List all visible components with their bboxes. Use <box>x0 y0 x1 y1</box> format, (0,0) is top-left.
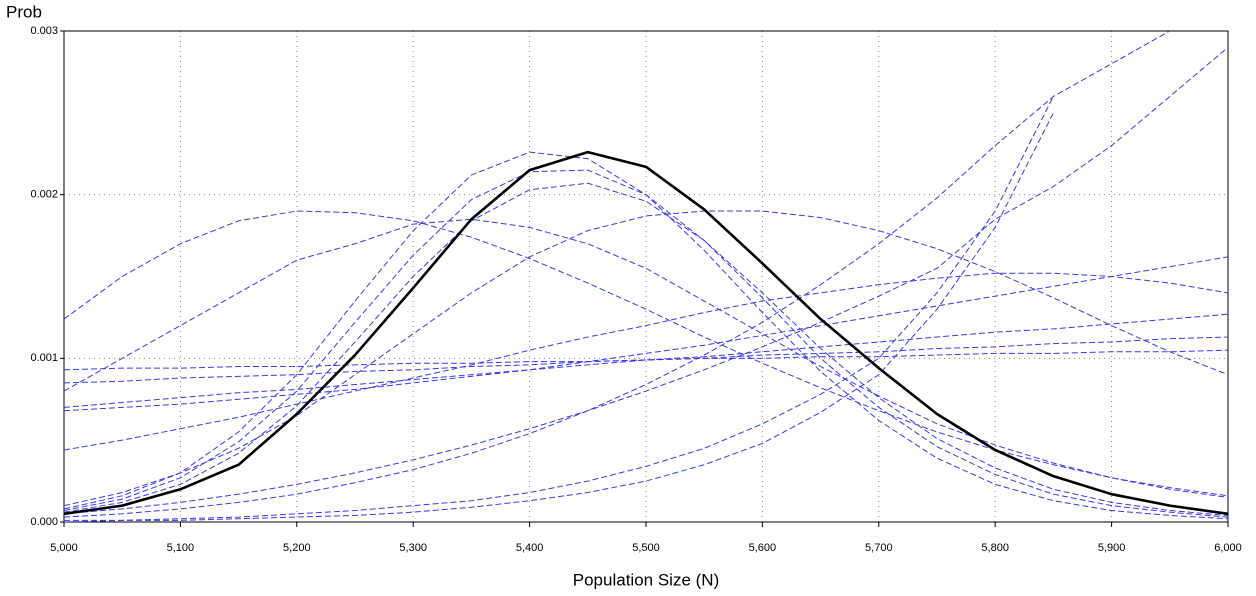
series-line <box>64 150 1228 516</box>
x-tick-label: 5,500 <box>632 542 660 554</box>
x-tick-label: 5,200 <box>283 542 311 554</box>
y-tick-label: 0.003 <box>30 25 58 37</box>
x-tick-label: 6,000 <box>1214 542 1242 554</box>
x-tick-label: 5,700 <box>865 542 893 554</box>
x-tick-label: 5,000 <box>50 542 78 554</box>
plot-area <box>64 31 1228 522</box>
series-line <box>64 96 1054 521</box>
y-tick-label: 0.001 <box>30 352 58 364</box>
series-line <box>64 112 1054 522</box>
series-line <box>64 272 1228 451</box>
x-tick-label: 5,800 <box>981 542 1009 554</box>
series-line <box>64 313 1228 408</box>
x-tick-label: 5,400 <box>516 542 544 554</box>
x-tick-label: 5,300 <box>399 542 427 554</box>
y-axis-label: Prob <box>6 2 42 21</box>
x-axis-label: Population Size (N) <box>573 570 719 589</box>
plot-frame <box>63 30 1229 523</box>
series-line <box>64 218 1228 498</box>
x-tick-label: 5,100 <box>167 542 195 554</box>
series-line <box>64 210 1228 507</box>
series-line <box>64 46 1228 515</box>
series-line <box>64 256 1228 412</box>
series-line <box>64 169 1228 518</box>
y-tick-label: 0.000 <box>30 516 58 528</box>
series-line <box>64 31 1171 518</box>
series-line <box>64 182 1228 516</box>
y-tick-label: 0.002 <box>30 189 58 201</box>
x-tick-label: 5,900 <box>1098 542 1126 554</box>
series-line <box>64 336 1228 384</box>
series-line <box>64 210 1228 497</box>
x-tick-label: 5,600 <box>749 542 777 554</box>
series-line <box>64 349 1228 371</box>
